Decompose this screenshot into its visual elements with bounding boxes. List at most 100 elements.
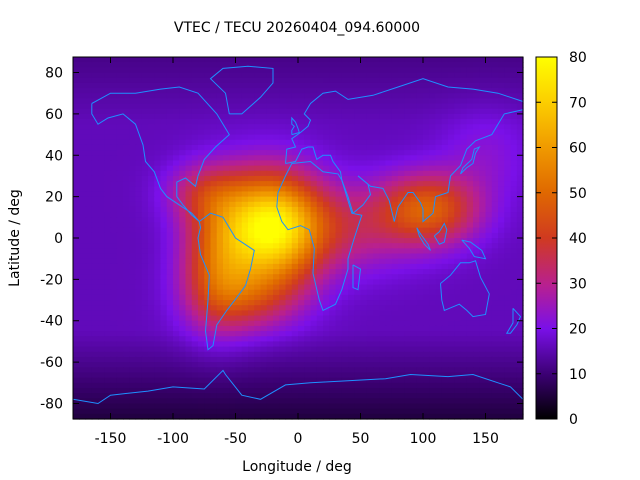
heatmap-cell [391,217,399,224]
heatmap-cell [479,367,487,374]
heatmap-cell [285,253,293,260]
heatmap-cell [260,331,268,337]
heatmap-cell [179,77,187,84]
heatmap-cell [191,103,199,110]
heatmap-cell [148,186,155,193]
heatmap-cell [235,113,243,120]
heatmap-cell [516,289,524,296]
heatmap-cell [429,320,437,327]
heatmap-cell [154,331,162,337]
heatmap-cell [366,232,374,239]
heatmap-cell [216,191,224,198]
heatmap-cell [366,227,374,234]
heatmap-cell [141,144,149,151]
heatmap-cell [485,367,493,374]
heatmap-cell [423,367,430,374]
heatmap-cell [323,93,330,99]
heatmap-cell [348,119,355,125]
heatmap-cell [385,367,393,374]
heatmap-cell [254,170,262,177]
heatmap-cell [360,367,368,374]
heatmap-cell [248,331,255,337]
heatmap-cell [310,113,318,120]
heatmap-cell [260,279,268,286]
heatmap-cell [354,274,362,280]
heatmap-cell [416,82,424,89]
heatmap-cell [179,331,187,337]
heatmap-cell [498,253,505,260]
heatmap-cell [398,393,405,399]
heatmap-cell [454,367,462,374]
heatmap-cell [123,387,130,394]
heatmap-cell [316,103,324,110]
heatmap-cell [216,372,224,379]
heatmap-cell [285,206,293,213]
heatmap-cell [323,274,330,280]
heatmap-cell [148,279,155,286]
heatmap-cell [410,300,418,306]
heatmap-cell [329,77,337,84]
heatmap-cell [254,113,262,120]
heatmap-cell [141,201,149,208]
heatmap-cell [260,82,268,89]
heatmap-cell [435,181,443,187]
heatmap-cell [241,315,249,322]
heatmap-cell [298,175,305,182]
heatmap-cell [229,372,237,379]
heatmap-cell [454,175,462,182]
heatmap-cell [410,124,418,130]
heatmap-cell [454,408,462,415]
heatmap-cell [498,175,505,182]
heatmap-cell [191,300,199,306]
heatmap-cell [91,62,99,68]
heatmap-cell [498,294,505,301]
heatmap-cell [391,284,399,291]
heatmap-cell [179,325,187,332]
heatmap-cell [410,243,418,249]
heatmap-cell [429,403,437,410]
heatmap-cell [404,201,412,208]
heatmap-cell [341,160,349,167]
heatmap-cell [316,124,324,130]
heatmap-cell [229,88,237,94]
heatmap-cell [173,108,180,115]
heatmap-cell [279,212,287,218]
heatmap-cell [498,351,505,358]
heatmap-cell [229,217,237,224]
heatmap-cell [473,300,480,306]
heatmap-cell [329,336,337,343]
heatmap-cell [179,382,187,389]
heatmap-cell [454,72,462,79]
heatmap-cell [104,362,112,368]
heatmap-cell [185,310,193,317]
heatmap-cell [304,408,312,415]
heatmap-cell [116,103,124,110]
heatmap-cell [148,408,155,415]
heatmap-cell [223,129,230,136]
heatmap-cell [223,124,230,130]
heatmap-cell [329,305,337,311]
heatmap-cell [416,351,424,358]
heatmap-cell [254,227,262,234]
heatmap-cell [79,356,87,363]
heatmap-cell [516,212,524,218]
heatmap-cell [304,294,312,301]
heatmap-cell [179,279,187,286]
heatmap-cell [160,393,168,399]
heatmap-cell [91,294,99,301]
heatmap-cell [185,274,193,280]
heatmap-cell [210,258,218,265]
heatmap-cell [129,387,137,394]
heatmap-cell [323,139,330,146]
heatmap-cell [210,243,218,249]
heatmap-cell [266,253,274,260]
heatmap-cell [373,129,380,136]
heatmap-cell [410,165,418,172]
heatmap-cell [404,175,412,182]
heatmap-cell [373,62,380,68]
heatmap-cell [416,248,424,255]
heatmap-cell [154,144,162,151]
heatmap-cell [110,377,118,384]
heatmap-cell [473,186,480,193]
heatmap-cell [366,181,374,187]
